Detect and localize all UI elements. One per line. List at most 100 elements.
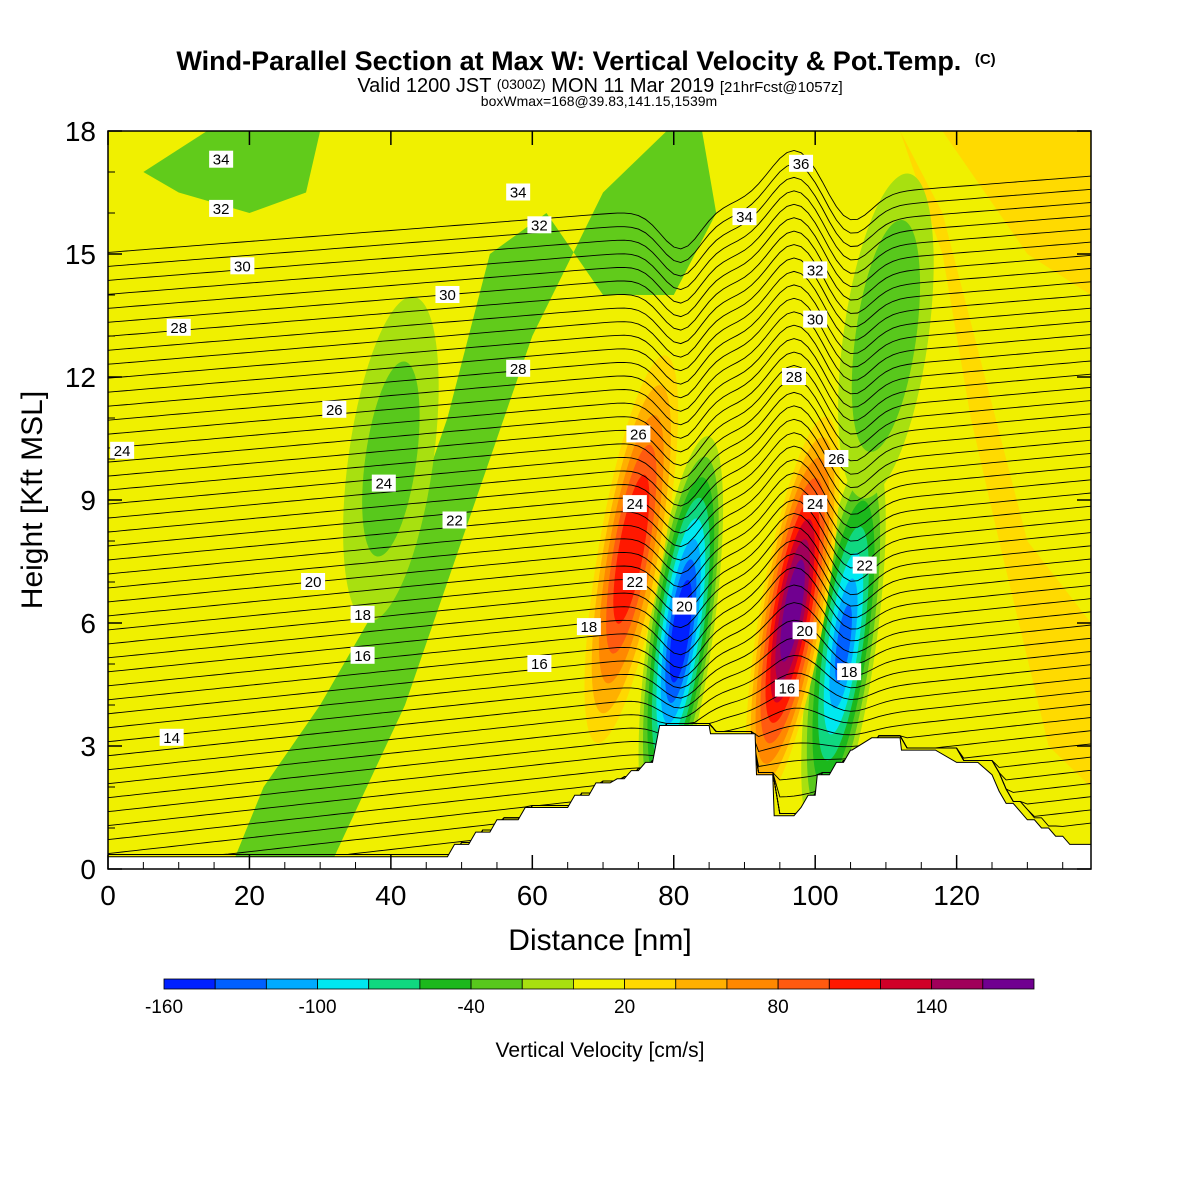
colorbar-swatch [317,978,370,990]
theta-label-text: 32 [213,201,230,218]
theta-label-32: 32 [803,261,828,279]
w-contour--40 [865,266,907,406]
theta-label-text: 32 [807,262,824,279]
theta-label-text: 16 [354,648,371,665]
theta-label-32: 32 [527,216,552,234]
theta-isoline [108,190,1091,295]
y-axis-label: Height [Kft MSL] [16,391,49,609]
theta-label-text: 30 [234,258,251,275]
theta-label-22: 22 [622,573,647,591]
y-tick-label: 6 [80,608,96,639]
theta-isoline [108,526,1091,645]
theta-isoline [108,499,1091,617]
theta-isoline [108,378,1091,491]
colorbar-tick-label: -40 [457,997,484,1018]
theta-isoline [108,230,1091,337]
w-feature-3 [745,416,840,805]
theta-label-24: 24 [622,495,647,513]
theta-label-text: 22 [856,558,873,575]
theta-label-26: 26 [322,400,347,419]
colorbar-swatch [880,978,933,990]
colorbar-swatch [470,978,523,990]
chart-subtitle: Valid 1200 JST (0300Z) MON 11 Mar 2019 [… [357,72,842,97]
theta-isoline [108,717,1091,827]
theta-isoline [108,163,1091,267]
colorbar-tick-label: -100 [299,997,337,1018]
theta-label-30: 30 [230,257,255,275]
colorbar-swatch [726,978,779,990]
colorbar-tick-label: 80 [768,997,789,1018]
theta-label-text: 16 [779,681,796,698]
x-tick-label: 120 [933,880,980,911]
theta-label-26: 26 [824,450,849,468]
theta-label-18: 18 [837,663,862,681]
theta-label-16: 16 [774,679,799,698]
w-band-right-descent [843,131,1091,787]
theta-label-24: 24 [110,441,135,460]
theta-isoline [108,391,1091,505]
theta-label-text: 30 [807,312,824,329]
theta-label-24: 24 [803,495,828,513]
theta-label-text: 24 [627,496,644,513]
theta-isoline [108,311,1091,421]
vertical-velocity-field [143,131,1091,857]
chart-title: Wind-Parallel Section at Max W: Vertical… [176,46,995,76]
theta-isoline [108,703,1091,813]
theta-isoline [108,405,1091,519]
colorbar-swatch [828,978,881,990]
colorbar-tick-label: 20 [614,997,635,1018]
theta-label-32: 32 [209,199,234,218]
theta-isoline [108,418,1091,533]
theta-isoline [108,637,1091,743]
theta-isoline [108,690,1091,799]
theta-label-text: 14 [163,730,180,747]
theta-label-34: 34 [209,150,234,169]
colorbar-swatch [675,978,728,990]
theta-isoline [108,203,1091,309]
subtitle-fcst: [21hrFcst@1057z] [720,79,843,96]
theta-label-text: 18 [581,619,598,636]
theta-isoline [108,284,1091,393]
theta-isoline [108,445,1091,561]
w-contour-168 [785,580,800,642]
theta-label-20: 20 [792,622,817,640]
chart-subtitle-2: boxWmax=168@39.83,141.15,1539m [481,93,717,109]
theta-label-text: 22 [446,513,463,530]
theta-label-text: 26 [326,402,343,419]
x-tick-label: 100 [792,880,839,911]
y-tick-label: 15 [65,239,96,270]
theta-label-28: 28 [506,359,531,378]
theta-isoline [108,365,1091,477]
theta-isoline [108,351,1091,463]
theta-isoline [108,651,1091,757]
theta-label-28: 28 [781,368,806,386]
subtitle-date: MON 11 Mar 2019 [551,75,714,97]
theta-label-text: 18 [841,664,858,681]
theta-isoline [108,338,1091,449]
x-axis-label: Distance [nm] [508,924,691,957]
theta-label-14: 14 [159,728,184,747]
colorbar: -160 -100 -40 20 80 140 [145,978,1035,1018]
theta-label-16: 16 [350,646,375,665]
colorbar-swatch [624,978,677,990]
theta-isoline [108,472,1091,589]
title-mark: (C) [975,51,996,68]
theta-isoline [108,566,1091,687]
theta-label-text: 28 [170,320,187,337]
y-tick-label: 12 [65,362,96,393]
theta-label-text: 28 [510,361,527,378]
x-tick-label: 40 [375,880,406,911]
colorbar-tick-label: -160 [145,997,183,1018]
colorbar-swatch [265,978,318,990]
y-tick-label: 9 [80,485,96,516]
x-axis: 0 20 40 60 80 100 120 [100,131,1064,911]
theta-label-text: 28 [786,369,803,386]
potential-temperature-contours [108,150,1091,856]
terrain-mask [108,725,1091,869]
theta-isoline [108,297,1091,407]
theta-isoline [108,150,1091,253]
w-band-upper-right [942,131,1091,295]
theta-label-20: 20 [672,597,697,616]
